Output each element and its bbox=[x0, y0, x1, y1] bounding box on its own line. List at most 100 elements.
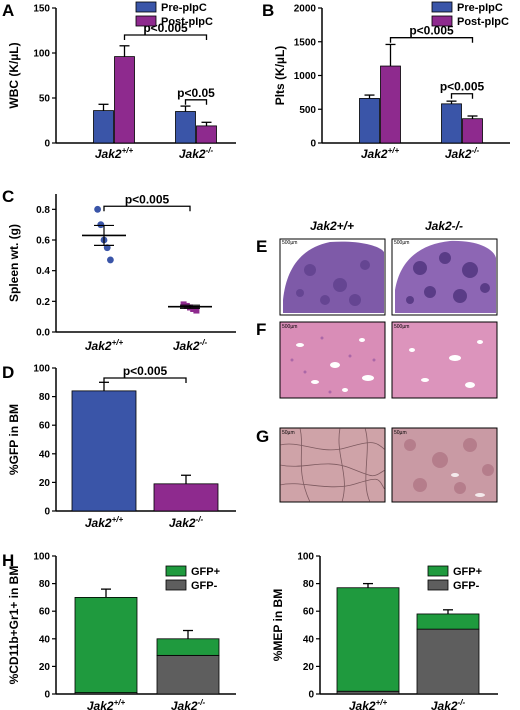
p-value-label: p<0.05 bbox=[177, 86, 215, 100]
histology-e-wt: 500µm bbox=[279, 238, 386, 316]
y-tick-label: 40 bbox=[39, 449, 51, 460]
legend-label: GFP+ bbox=[453, 566, 482, 578]
p-value-label: p<0.005 bbox=[123, 364, 168, 378]
legend-label: GFP- bbox=[191, 580, 218, 592]
significance-bracket bbox=[103, 205, 191, 212]
y-tick-label: 0 bbox=[44, 690, 50, 701]
y-tick-label: 0.0 bbox=[36, 328, 50, 339]
y-tick-label: 100 bbox=[33, 364, 50, 375]
significance-bracket bbox=[103, 377, 187, 384]
y-tick-label: 0.8 bbox=[36, 205, 50, 216]
legend-swatch bbox=[427, 565, 449, 577]
panel-letter: D bbox=[2, 363, 14, 382]
category-label: Jak2-/- bbox=[431, 698, 466, 710]
category-label: Jak2+/+ bbox=[95, 146, 134, 161]
legend-swatch bbox=[431, 1, 453, 13]
category-label: Jak2+/+ bbox=[87, 698, 126, 710]
y-tick-label: 100 bbox=[33, 49, 50, 60]
panel-letter: H bbox=[2, 551, 14, 570]
bar-segment bbox=[416, 628, 480, 695]
panel-letter: B bbox=[262, 1, 274, 20]
histology-panels: Jak2+/+ Jak2-/- E F G 500µm 500µm bbox=[256, 219, 498, 503]
histology-scale-label: 500µm bbox=[282, 240, 297, 246]
y-tick-label: 0 bbox=[310, 139, 316, 150]
chart-panel-d: 0 20 40 60 80 100 %GFP in BM D Jak2+/+ Jak2-/- p<0… bbox=[2, 363, 236, 530]
histology-scale-label: 50µm bbox=[282, 430, 295, 436]
bar bbox=[462, 118, 483, 144]
y-tick-label: 0 bbox=[44, 139, 50, 150]
y-axis-label: WBC (K/µL) bbox=[7, 42, 21, 108]
legend-label: Post-pIpC bbox=[457, 16, 509, 28]
legend-swatch bbox=[165, 565, 187, 577]
bar-segment bbox=[156, 654, 220, 695]
y-tick-label: 1500 bbox=[294, 37, 317, 48]
data-point bbox=[94, 205, 101, 213]
category-label: Jak2-/- bbox=[179, 146, 214, 161]
data-point bbox=[193, 307, 200, 314]
data-point bbox=[97, 221, 105, 229]
bar bbox=[380, 65, 401, 144]
legend-swatch bbox=[427, 579, 449, 591]
category-label: Jak2-/- bbox=[445, 146, 480, 161]
y-tick-label: 500 bbox=[299, 105, 316, 116]
bar-segment bbox=[336, 690, 400, 695]
bar bbox=[441, 103, 462, 144]
y-tick-label: 0.4 bbox=[36, 266, 50, 277]
panel-letter-g: G bbox=[256, 427, 269, 446]
bar bbox=[175, 111, 196, 144]
y-tick-label: 0.2 bbox=[36, 297, 50, 308]
p-value-label: p<0.005 bbox=[125, 192, 170, 206]
bar-segment bbox=[336, 587, 400, 692]
data-point bbox=[103, 244, 111, 252]
legend-label: Post-pIpC bbox=[161, 16, 213, 28]
legend-swatch bbox=[135, 1, 157, 13]
legend-label: GFP+ bbox=[191, 566, 220, 578]
histology-g-wt: 50µm bbox=[279, 427, 386, 503]
significance-bracket bbox=[389, 37, 474, 43]
bar-segment bbox=[416, 613, 480, 630]
bar bbox=[153, 483, 219, 512]
y-tick-label: 0 bbox=[44, 507, 50, 518]
y-tick-label: 60 bbox=[39, 421, 51, 432]
bar bbox=[93, 110, 114, 144]
legend-swatch bbox=[135, 15, 157, 27]
y-tick-label: 1000 bbox=[294, 71, 317, 82]
bar bbox=[71, 390, 137, 512]
data-point bbox=[107, 256, 114, 264]
histology-g-ko: 50µm bbox=[391, 427, 498, 503]
panel-letter: A bbox=[2, 1, 14, 20]
histology-scale-label: 500µm bbox=[394, 324, 409, 330]
y-tick-label: 20 bbox=[39, 662, 51, 673]
y-tick-label: 100 bbox=[33, 552, 50, 563]
y-tick-label: 80 bbox=[39, 579, 51, 590]
category-label: Jak2-/- bbox=[173, 338, 208, 353]
legend-swatch bbox=[431, 15, 453, 27]
y-axis-label: %CD11b+Gr1+ in BM bbox=[7, 566, 21, 685]
y-tick-label: 20 bbox=[303, 662, 315, 673]
y-axis-label: %MEP in BM bbox=[271, 589, 285, 661]
chart-panel-b: 0 500 1000 1500 2000 Plts (K/µL) B Jak2+/+ Jak2-… bbox=[262, 1, 510, 161]
histology-scale-label: 500µm bbox=[282, 324, 297, 330]
chart-panel-h2: 0 20 40 60 80 100 %MEP in BM Jak2+/+ Jak2-/- GFP+… bbox=[271, 552, 498, 710]
category-label: Jak2+/+ bbox=[349, 698, 388, 710]
y-tick-label: 150 bbox=[33, 4, 50, 15]
chart-panel-h1: 0 20 40 60 80 100 %CD11b+Gr1+ in BMH Jak2+/+ Jak… bbox=[2, 551, 236, 710]
panel-letter-f: F bbox=[256, 320, 266, 339]
histology-e-ko: 500µm bbox=[391, 238, 498, 316]
data-point bbox=[190, 306, 197, 312]
panel-letter: C bbox=[2, 187, 14, 206]
y-tick-label: 50 bbox=[39, 94, 51, 105]
histology-f-ko: 500µm bbox=[391, 321, 498, 399]
category-label: Jak2+/+ bbox=[361, 146, 400, 161]
category-label: Jak2-/- bbox=[171, 698, 206, 710]
chart-panel-c: 0.0 0.2 0.4 0.6 0.8 Spleen wt. (g) C Jak2+/+ Jak… bbox=[2, 187, 236, 353]
bar bbox=[114, 56, 135, 144]
significance-bracket bbox=[123, 34, 208, 40]
p-value-label: p<0.005 bbox=[409, 24, 454, 38]
y-tick-label: 0.6 bbox=[36, 236, 50, 247]
histology-f-wt: 500µm bbox=[279, 321, 386, 399]
category-label: Jak2+/+ bbox=[85, 515, 124, 530]
significance-bracket bbox=[184, 99, 208, 105]
bar bbox=[359, 98, 380, 144]
